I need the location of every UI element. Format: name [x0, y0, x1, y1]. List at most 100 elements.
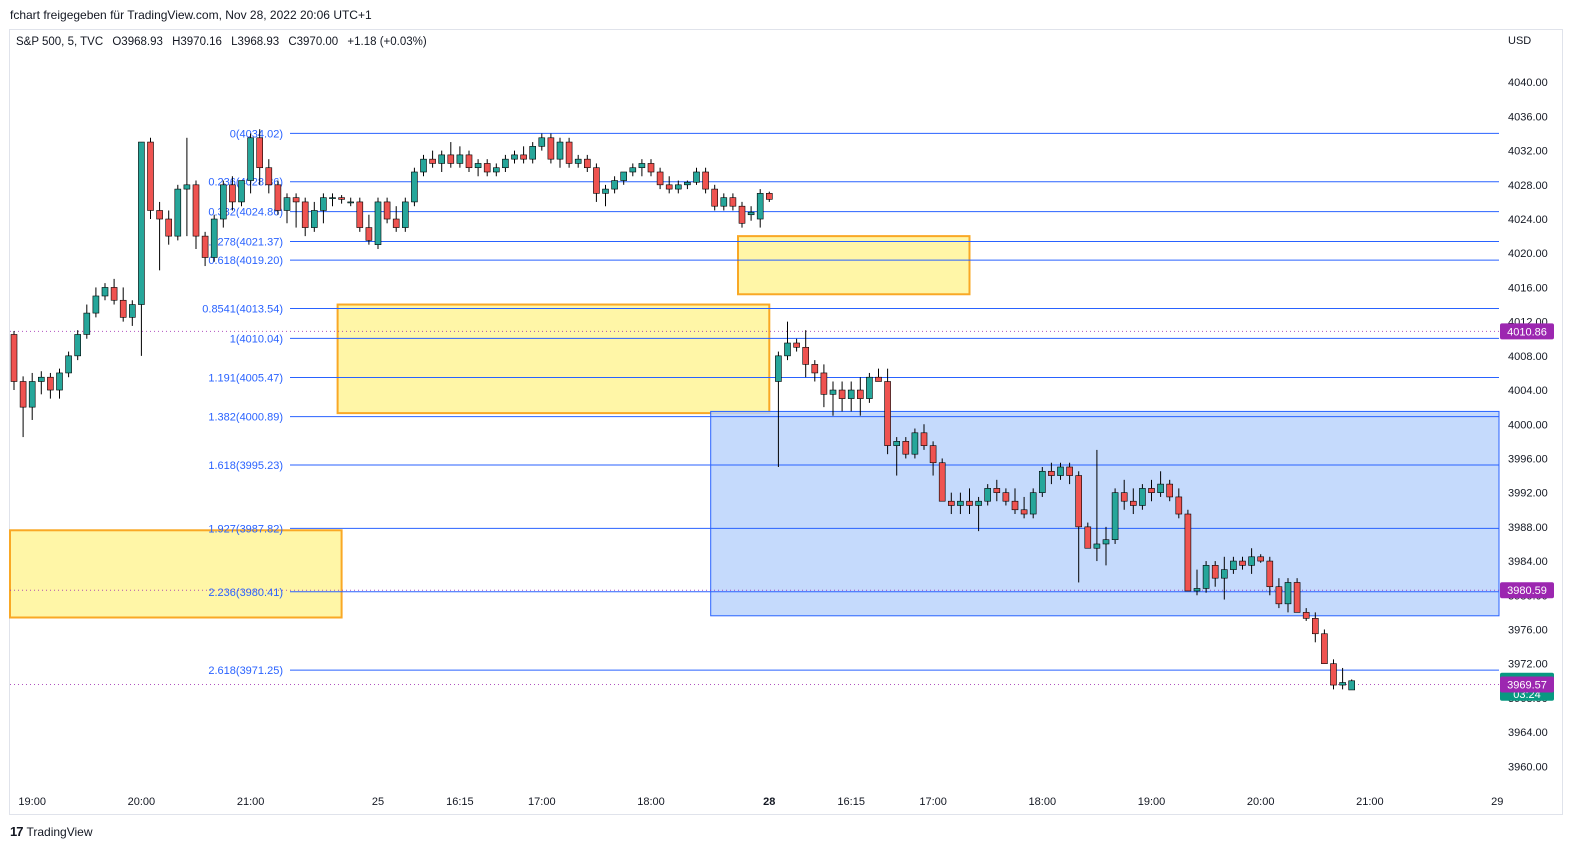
candle-body: [1084, 526, 1092, 549]
candle-up: [1029, 488, 1037, 519]
candle-up: [829, 381, 837, 416]
candle-down: [1211, 561, 1219, 587]
candle-down: [929, 441, 937, 476]
candle-down: [1321, 629, 1328, 664]
candle-down: [165, 210, 172, 245]
candle-up: [329, 193, 336, 207]
candle-down: [656, 167, 664, 190]
candle-body: [238, 180, 245, 203]
ohlc-open: O3968.93: [112, 36, 163, 48]
pivot-price-tag-text: 3980.59: [1507, 585, 1547, 597]
candle-body: [110, 287, 118, 301]
time-tick-label: 19:00: [18, 796, 46, 808]
candle-down: [966, 488, 973, 515]
candle-down: [1257, 554, 1264, 563]
candle-body: [1175, 496, 1183, 515]
candle-up: [502, 154, 509, 172]
candle-body: [520, 154, 527, 160]
candle-body: [720, 197, 728, 207]
candle-body: [1048, 470, 1055, 476]
candle-down: [447, 142, 455, 168]
share-header: fchart freigegeben für TradingView.com, …: [10, 8, 372, 22]
candle-up: [101, 283, 109, 301]
candle-body: [1130, 500, 1137, 506]
candle-down: [875, 368, 882, 382]
candle-body: [356, 201, 364, 228]
candle-body: [702, 171, 709, 190]
candle-down: [429, 150, 436, 168]
candle-body: [1020, 509, 1028, 515]
price-tick-label: 3988.00: [1508, 522, 1548, 534]
candle-body: [283, 197, 291, 211]
candle-down: [147, 137, 154, 220]
candle-body: [456, 154, 464, 164]
candle-up: [866, 372, 873, 403]
candle-down: [292, 193, 300, 228]
fib-level-label: 0.236(4028.36): [208, 177, 283, 189]
pivot-price-tag-text: 4010.86: [1507, 326, 1547, 338]
candle-body: [1029, 492, 1037, 515]
fib-level-label: 1(4010.04): [230, 333, 283, 345]
candle-down: [583, 154, 591, 172]
candle-body: [1284, 582, 1292, 605]
candle-up: [220, 180, 227, 228]
candle-body: [28, 381, 36, 408]
fib-level-label: 2.236(3980.41): [208, 587, 283, 599]
candle-down: [1293, 578, 1301, 613]
candle-body: [1057, 466, 1064, 476]
candle-body: [738, 205, 746, 224]
tradingview-logo[interactable]: 17 TradingView: [10, 824, 93, 839]
candle-body: [602, 188, 609, 194]
candle-body: [101, 287, 109, 297]
time-tick-label: 16:15: [446, 796, 474, 808]
candle-body: [65, 355, 72, 374]
candle-up: [629, 163, 637, 177]
candle-down: [1184, 509, 1192, 592]
candle-body: [529, 146, 537, 160]
price-tick-label: 3972.00: [1508, 659, 1548, 671]
candle-body: [1202, 565, 1210, 589]
fib-level-label: 0.5278(4021.37): [202, 237, 283, 249]
candles-layer: [10, 129, 1355, 691]
time-tick-label: 21:00: [237, 796, 265, 808]
candle-down: [1266, 556, 1274, 596]
candle-up: [756, 189, 764, 228]
candle-up: [975, 496, 982, 532]
candle-down: [802, 330, 810, 378]
candle-body: [183, 184, 191, 190]
candle-body: [201, 235, 209, 258]
candle-body: [401, 201, 409, 228]
candle-body: [474, 163, 482, 169]
candle-body: [684, 181, 691, 186]
candle-body: [1193, 588, 1201, 592]
candle-down: [1239, 556, 1246, 570]
candle-body: [1312, 618, 1319, 635]
candle-down: [1312, 612, 1319, 643]
candle-body: [1211, 565, 1219, 579]
blue-zone: [710, 410, 1500, 617]
candle-down: [856, 377, 864, 416]
time-tick-label: 20:00: [1247, 796, 1275, 808]
price-tick-label: 4028.00: [1508, 180, 1548, 192]
candle-up: [74, 330, 81, 361]
candle-body: [884, 381, 891, 446]
candle-up: [1284, 578, 1292, 613]
candle-down: [1166, 479, 1173, 502]
candle-down: [47, 372, 54, 399]
candle-body: [256, 137, 264, 169]
candle-body: [1102, 539, 1110, 545]
candle-body: [538, 137, 546, 147]
fib-level-label: 0.8541(4013.54): [202, 303, 283, 315]
candle-up: [574, 154, 582, 168]
candle-body: [156, 210, 163, 220]
candle-body: [420, 158, 427, 173]
candle-body: [947, 500, 955, 506]
candle-up: [984, 484, 992, 506]
candle-down: [119, 287, 127, 322]
candle-down: [274, 180, 282, 215]
candle-down: [665, 176, 673, 194]
candle-down: [1075, 471, 1082, 583]
candle-body: [556, 141, 564, 160]
candle-up: [611, 176, 618, 194]
